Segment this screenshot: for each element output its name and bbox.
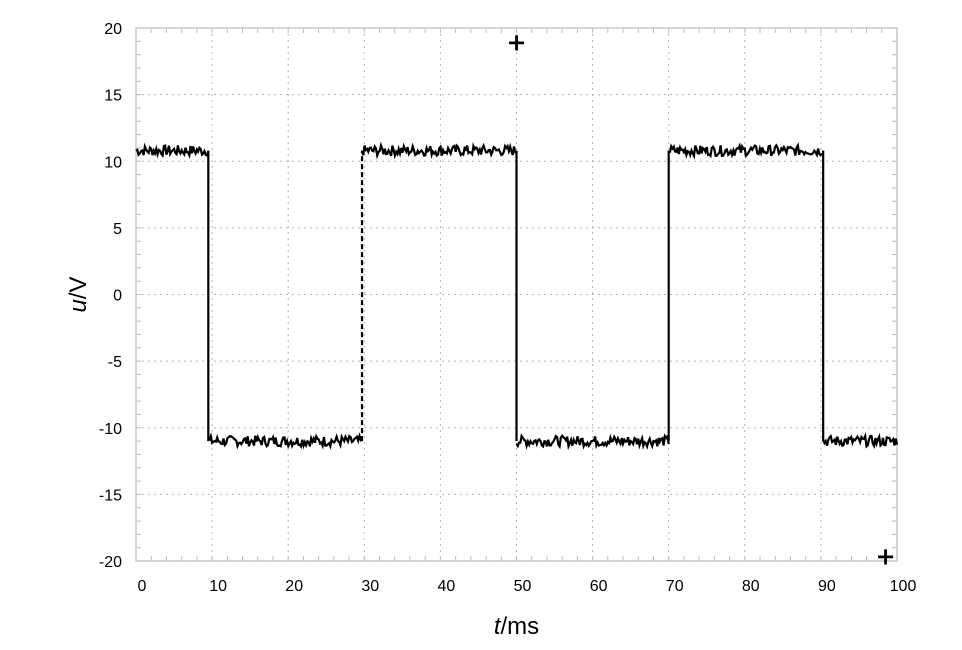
x-axis-title: t/ms	[494, 613, 539, 640]
y-axis-unit: /V	[65, 276, 92, 299]
trace-level	[135, 142, 210, 160]
x-tick-label: 100	[890, 578, 917, 595]
y-tick-label: 15	[104, 88, 122, 105]
trigger-marker-top: +	[506, 28, 526, 56]
y-tick-labels: 20 15 10 5 0 -5 -10 -15 -20	[99, 21, 122, 571]
x-tick-label: 20	[285, 578, 303, 595]
markers: ++	[506, 28, 895, 570]
y-axis-title: u/V	[65, 276, 92, 312]
trace-level	[515, 433, 670, 451]
plot-area	[135, 27, 898, 562]
x-tick-label: 80	[742, 578, 760, 595]
y-tick-label: 0	[113, 288, 122, 305]
x-tick-label: 70	[666, 578, 684, 595]
y-axis-var: u	[65, 299, 92, 312]
trace-level	[360, 141, 518, 160]
y-tick-label: 20	[104, 21, 122, 38]
x-tick-label: 40	[438, 578, 456, 595]
x-tick-label: 60	[590, 578, 608, 595]
x-tick-label: 10	[209, 578, 227, 595]
y-tick-label: 5	[113, 221, 122, 238]
trace-level	[822, 431, 899, 449]
y-tick-label: -5	[108, 354, 122, 371]
trace-level	[207, 432, 363, 450]
y-tick-label: -15	[99, 487, 122, 504]
grid	[136, 28, 897, 561]
x-axis-var: t	[494, 613, 502, 640]
traces	[135, 141, 899, 451]
trigger-marker-bottom: +	[876, 543, 896, 571]
trace-level	[668, 142, 824, 160]
y-tick-label: 10	[104, 154, 122, 171]
minor-ticks	[135, 27, 898, 562]
x-axis-unit: /ms	[501, 613, 540, 640]
y-tick-label: -10	[99, 421, 122, 438]
x-tick-labels: 0 10 20 30 40 50 60 70 80 90 100	[138, 578, 917, 595]
x-tick-label: 30	[361, 578, 379, 595]
x-tick-label: 0	[138, 578, 147, 595]
x-tick-label: 50	[514, 578, 532, 595]
y-tick-label: -20	[99, 554, 122, 571]
x-tick-label: 90	[818, 578, 836, 595]
